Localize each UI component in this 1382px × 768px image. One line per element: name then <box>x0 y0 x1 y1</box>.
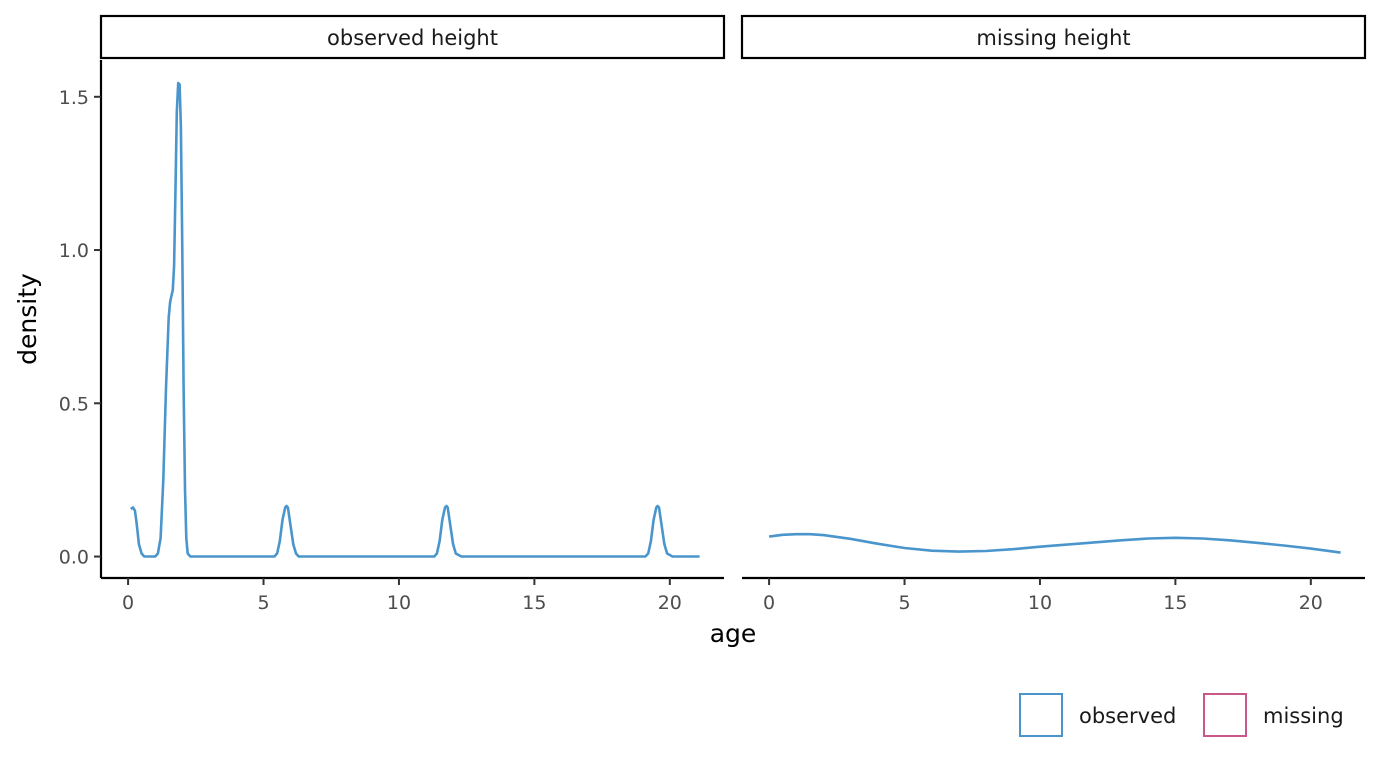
density-line-missing <box>768 532 1341 554</box>
x-tick-label: 15 <box>522 592 546 614</box>
legend-label-observed: observed <box>1079 704 1176 728</box>
legend: observed missing <box>1019 693 1344 737</box>
legend-key-observed <box>1019 693 1063 737</box>
facet-label-missing: missing height <box>976 26 1130 50</box>
y-axis-title: density <box>13 273 42 365</box>
facet-label-observed: observed height <box>327 26 498 50</box>
x-tick-label: 10 <box>387 592 411 614</box>
legend-key-missing <box>1203 693 1247 737</box>
facet-strip-observed <box>99 14 726 60</box>
x-tick-label: 20 <box>1299 592 1323 614</box>
facet-observed-height: observed height 0 5 10 15 20 <box>99 14 726 614</box>
facet-missing-height: missing height 0 5 10 15 20 <box>740 14 1367 614</box>
x-tick-label: 5 <box>898 592 910 614</box>
facet-strip-missing <box>740 14 1367 60</box>
y-tick-label: 1.5 <box>59 87 89 109</box>
x-tick-label: 0 <box>763 592 775 614</box>
x-tick-label: 10 <box>1028 592 1052 614</box>
y-tick-label: 1.0 <box>59 240 89 262</box>
y-axis: 0.0 0.5 1.0 1.5 <box>59 60 103 578</box>
y-tick-label: 0.0 <box>59 547 89 569</box>
density-line-observed <box>130 81 700 558</box>
plot-panel-missing: 0 5 10 15 20 <box>742 532 1365 614</box>
x-axis-title: age <box>710 619 757 648</box>
x-tick-label: 20 <box>658 592 682 614</box>
x-tick-label: 0 <box>122 592 134 614</box>
x-tick-label: 5 <box>257 592 269 614</box>
x-tick-label: 15 <box>1163 592 1187 614</box>
plot-panel-observed: 0 5 10 15 20 <box>101 81 724 614</box>
y-tick-label: 0.5 <box>59 393 89 415</box>
legend-label-missing: missing <box>1263 704 1344 728</box>
